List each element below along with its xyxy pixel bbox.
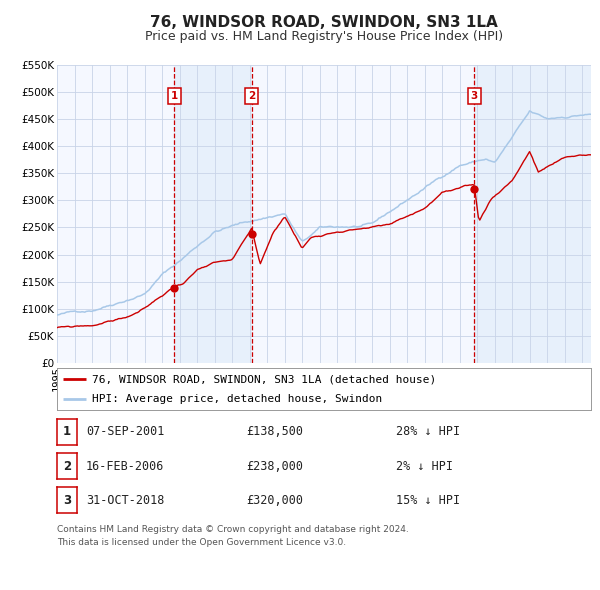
Text: 07-SEP-2001: 07-SEP-2001 bbox=[86, 425, 164, 438]
Text: 1: 1 bbox=[170, 91, 178, 101]
Text: 2: 2 bbox=[63, 460, 71, 473]
Text: Price paid vs. HM Land Registry's House Price Index (HPI): Price paid vs. HM Land Registry's House … bbox=[145, 30, 503, 43]
Text: 76, WINDSOR ROAD, SWINDON, SN3 1LA (detached house): 76, WINDSOR ROAD, SWINDON, SN3 1LA (deta… bbox=[92, 374, 436, 384]
Text: 76, WINDSOR ROAD, SWINDON, SN3 1LA: 76, WINDSOR ROAD, SWINDON, SN3 1LA bbox=[150, 15, 498, 30]
Text: 31-OCT-2018: 31-OCT-2018 bbox=[86, 494, 164, 507]
Text: £238,000: £238,000 bbox=[246, 460, 303, 473]
Bar bbox=[174, 65, 251, 363]
Text: 2: 2 bbox=[248, 91, 256, 101]
Text: 16-FEB-2006: 16-FEB-2006 bbox=[86, 460, 164, 473]
Text: £320,000: £320,000 bbox=[246, 494, 303, 507]
Text: 3: 3 bbox=[470, 91, 478, 101]
Text: 3: 3 bbox=[63, 494, 71, 507]
Bar bbox=[474, 65, 591, 363]
Text: 28% ↓ HPI: 28% ↓ HPI bbox=[396, 425, 460, 438]
Text: 2% ↓ HPI: 2% ↓ HPI bbox=[396, 460, 453, 473]
Text: £138,500: £138,500 bbox=[246, 425, 303, 438]
Text: Contains HM Land Registry data © Crown copyright and database right 2024.
This d: Contains HM Land Registry data © Crown c… bbox=[57, 525, 409, 547]
Text: 15% ↓ HPI: 15% ↓ HPI bbox=[396, 494, 460, 507]
Text: HPI: Average price, detached house, Swindon: HPI: Average price, detached house, Swin… bbox=[92, 394, 382, 404]
Text: 1: 1 bbox=[63, 425, 71, 438]
